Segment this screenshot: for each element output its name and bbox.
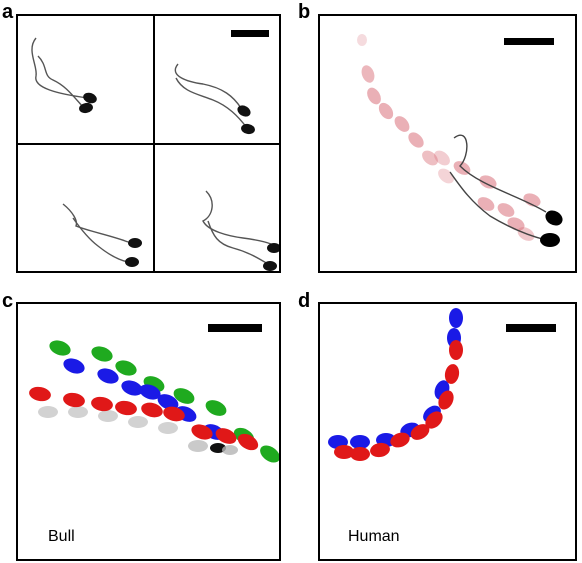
panel-label-c: c	[2, 290, 14, 312]
panel-a-image	[18, 16, 279, 271]
panel-label-b: b	[298, 1, 311, 23]
panel-label-a: a	[2, 1, 14, 23]
scale-bar-c	[208, 324, 262, 332]
scale-bar-d	[506, 324, 556, 332]
scale-bar-a	[231, 30, 269, 37]
scale-bar-b	[504, 38, 554, 45]
panel-b-frame	[318, 14, 577, 273]
panel-d-image	[328, 308, 556, 461]
panel-label-d: d	[298, 290, 311, 312]
species-label-bull: Bull	[48, 528, 75, 545]
species-label-human: Human	[348, 528, 400, 545]
panel-c-frame: Bull	[16, 302, 281, 561]
panel-c-image	[29, 324, 279, 463]
panel-b-image	[357, 34, 563, 247]
panel-d-frame: Human	[318, 302, 577, 561]
panel-a-frame	[16, 14, 281, 273]
